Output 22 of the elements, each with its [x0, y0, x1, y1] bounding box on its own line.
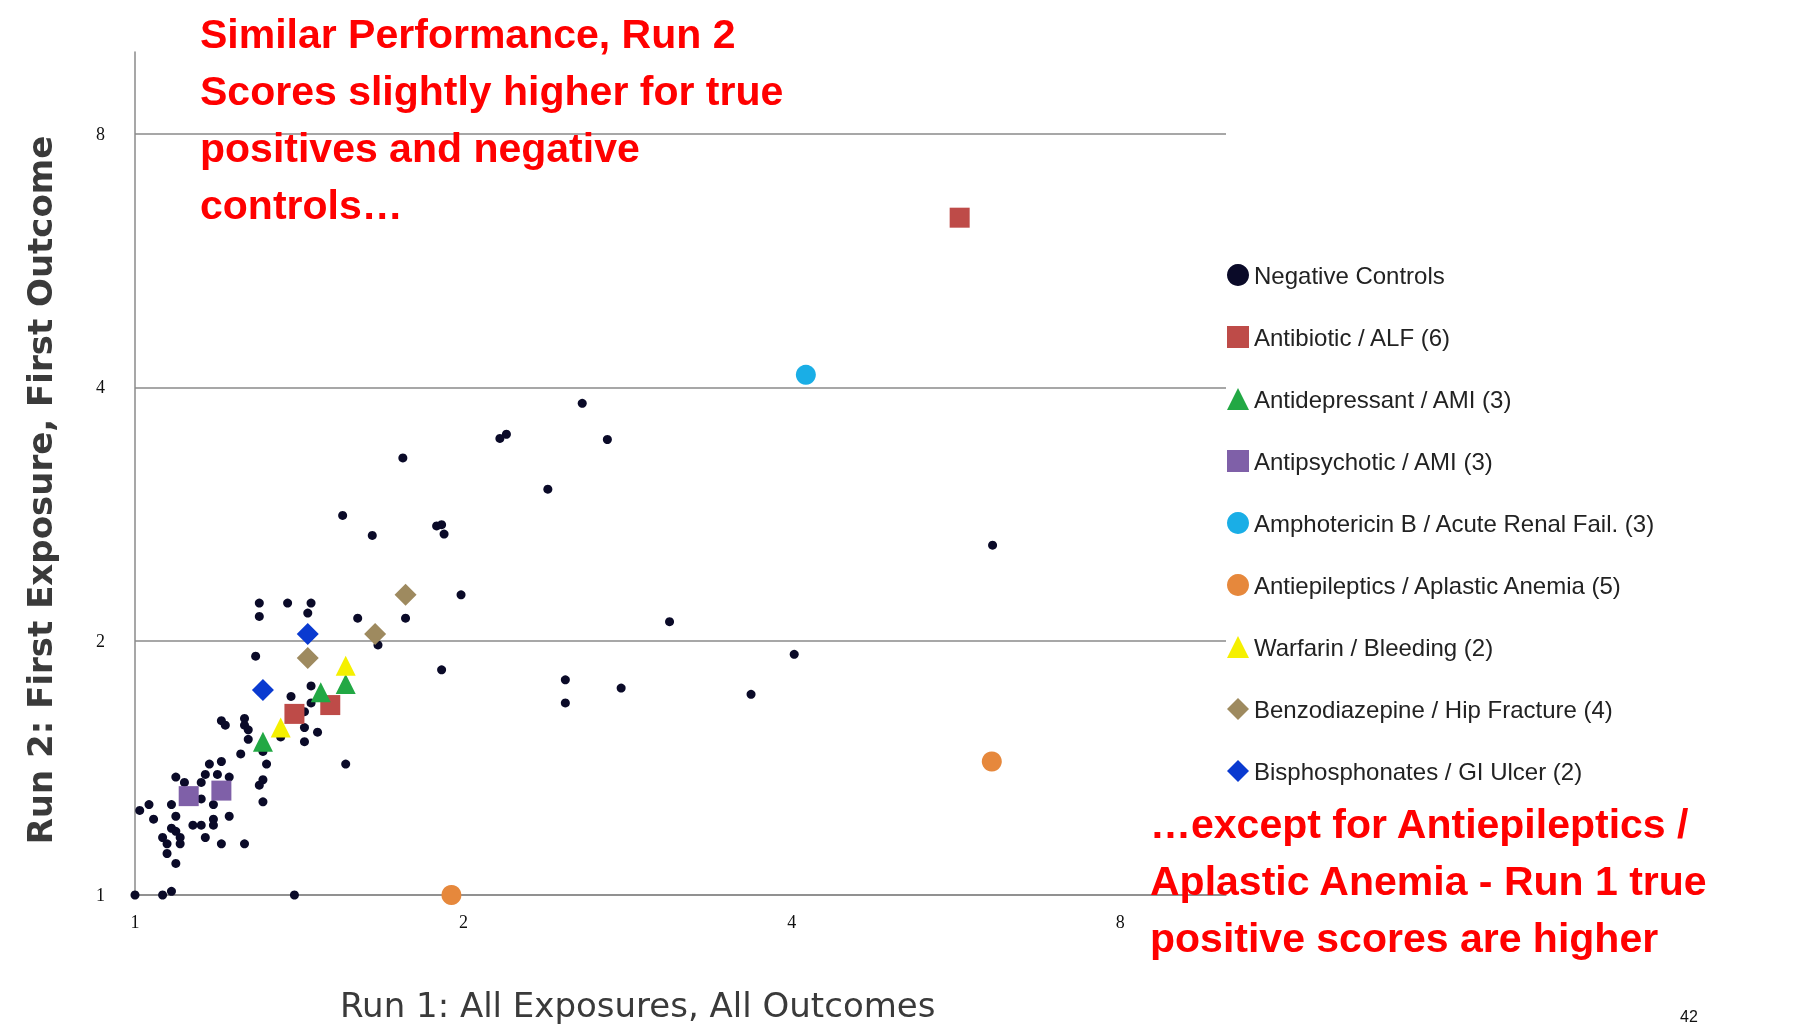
x-tick-label: 4 [787, 912, 797, 932]
legend-label: Antiepileptics / Aplastic Anemia (5) [1254, 571, 1621, 599]
x-axis-title: Run 1: All Exposures, All Outcomes [340, 985, 936, 1025]
y-tick-label: 4 [96, 377, 105, 398]
annotation: Similar Performance, Run 2 Scores slightly higher for true positives and negative controls… [200, 10, 785, 230]
x-tick-label: 2 [458, 912, 468, 932]
y-tick-label: 1 [96, 885, 105, 905]
y-tick-label: 8 [96, 123, 105, 144]
legend-label: Bisphosphonates / GI Ulcer (2) [1254, 757, 1583, 785]
y-tick-label: 2 [96, 631, 105, 652]
x-tick-label: 8 [1115, 912, 1125, 932]
legend-label: Warfarin / Bleeding (2) [1254, 633, 1494, 661]
legend-label: Antipsychotic / AMI (3) [1254, 447, 1493, 475]
x-tick-label: 1 [130, 912, 140, 932]
legend-label: Benzodiazepine / Hip Fracture (4) [1254, 695, 1613, 723]
legend-label: Amphotericin B / Acute Renal Fail. (3) [1254, 509, 1655, 537]
y-axis-title: Run 2: First Exposure, First Outcome [20, 135, 60, 845]
text: 42 [1680, 1008, 1698, 1026]
legend-label: Antibiotic / ALF (6) [1254, 323, 1451, 351]
legend-label: Antidepressant / AMI (3) [1254, 385, 1512, 413]
annotation: …except for Antiepileptics / Aplastic Anemia - Run 1 true positive scores are higher [1150, 800, 1708, 963]
legend-label: Negative Controls [1254, 261, 1445, 289]
